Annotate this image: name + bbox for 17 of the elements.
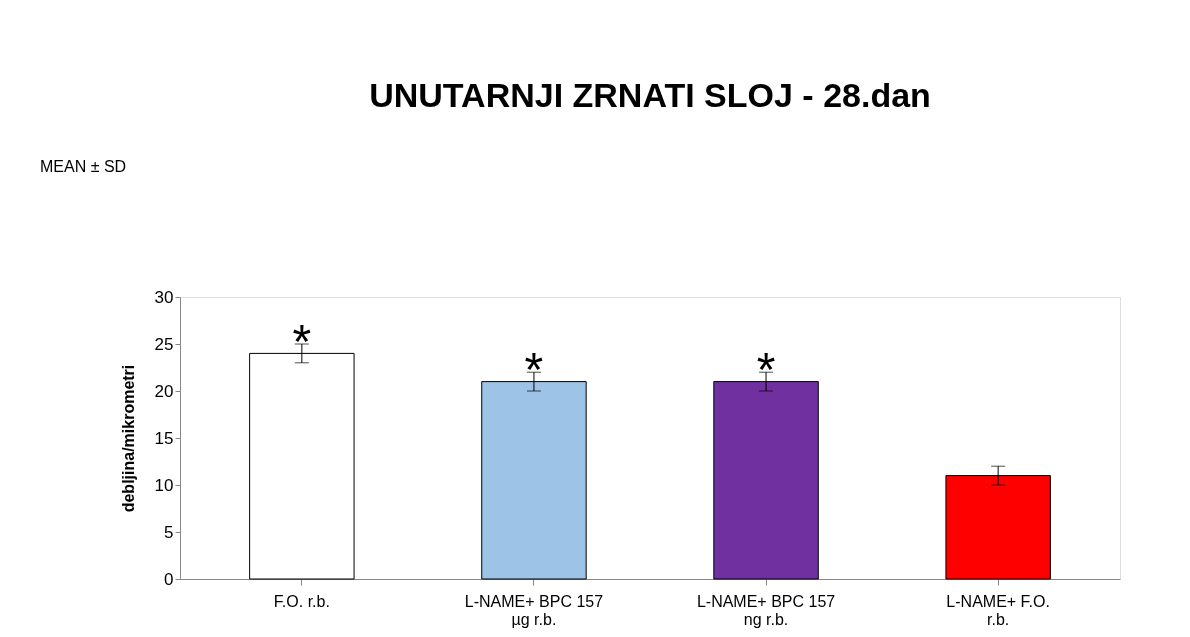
y-tick-label: 20 xyxy=(154,381,174,401)
chart-title: UNUTARNJI ZRNATI SLOJ - 28.dan xyxy=(369,76,931,114)
y-tick-label: 0 xyxy=(164,569,174,589)
y-tick-label: 25 xyxy=(154,334,174,354)
x-tick-label: L-NAME+ F.O. r.b. xyxy=(946,592,1050,628)
annotation: * xyxy=(756,343,776,397)
y-tick-label: 15 xyxy=(154,428,174,448)
x-tick-label: L-NAME+ BPC 157 µg r.b. xyxy=(464,592,604,628)
y-tick-label: 10 xyxy=(154,475,174,495)
annotation: * xyxy=(524,343,544,397)
x-tick-label: F.O. r.b. xyxy=(273,592,330,610)
x-tick-label: L-NAME+ BPC 157 ng r.b. xyxy=(696,592,836,628)
y-tick-label: 30 xyxy=(154,287,174,307)
y-tick-label: 5 xyxy=(164,522,174,542)
y-axis-title: debljina/mikrometri xyxy=(119,364,137,513)
text: MEAN ± SD xyxy=(40,158,127,175)
annotation: * xyxy=(292,315,312,368)
